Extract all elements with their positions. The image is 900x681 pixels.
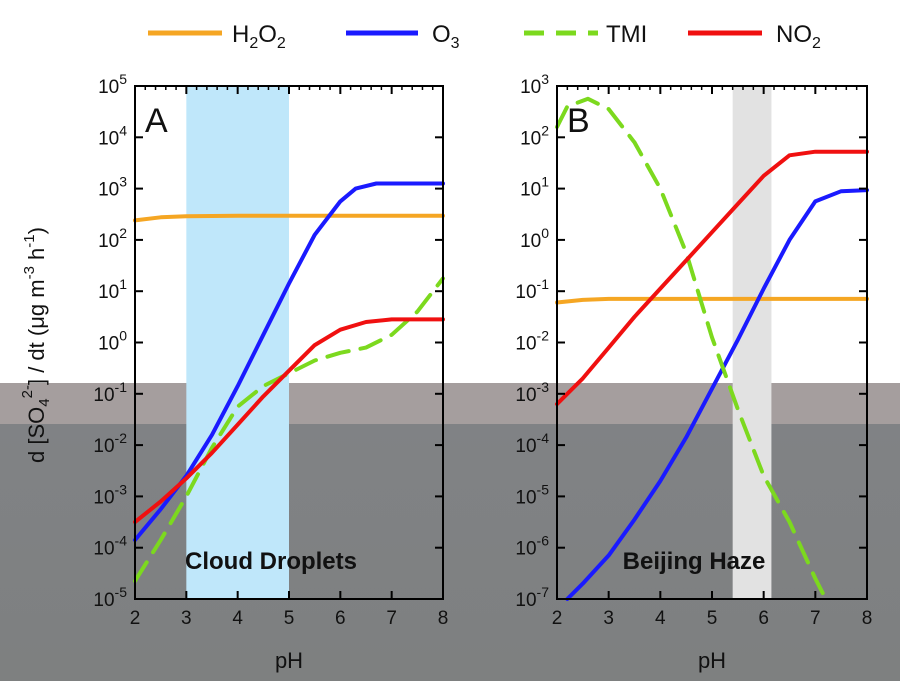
y-tick-label-b: 10-3 — [515, 379, 549, 406]
y-tick-label-a: 105 — [98, 71, 127, 98]
series-h2o2-b — [555, 296, 869, 305]
x-tick-label-b: 2 — [552, 608, 563, 629]
series-tmi-b — [555, 96, 828, 601]
y-tick-label-a: 101 — [98, 276, 127, 303]
x-tick-label-b: 7 — [810, 608, 821, 629]
ph-highlight-band-b — [732, 86, 772, 599]
y-tick-label-a: 10-1 — [93, 379, 127, 406]
y-axis-title: d [SO42-] / dt (μg m-3 h-1) — [19, 227, 53, 463]
y-tick-label-b: 101 — [520, 174, 549, 201]
legend: H2O2 O3 TMI NO2 — [148, 21, 821, 52]
series-no2-a — [133, 317, 445, 524]
y-tick-label-b: 10-6 — [515, 533, 549, 560]
y-tick-label-b: 103 — [520, 71, 549, 98]
legend-label-tmi: TMI — [606, 21, 647, 48]
series-tmi-a — [133, 276, 445, 583]
x-axis-title-b: pH — [698, 648, 726, 673]
x-tick-label-a: 6 — [335, 608, 346, 629]
legend-label-h2o2: H2O2 — [232, 21, 286, 52]
x-tick-label-a: 5 — [284, 608, 295, 629]
x-tick-label-a: 8 — [438, 608, 449, 629]
panel-letter-b: B — [567, 102, 590, 140]
panel-letter-a: A — [145, 102, 168, 140]
series-h2o2-a — [133, 213, 445, 223]
x-tick-label-b: 6 — [758, 608, 769, 629]
y-tick-label-b: 10-4 — [515, 430, 549, 457]
region-label-b: Beijing Haze — [623, 548, 766, 575]
x-axis-title-a: pH — [275, 648, 303, 673]
y-tick-label-a: 104 — [98, 122, 127, 149]
panel-b: 2 3 4 5 6 7 8 10-7 10-6 10-5 10-4 10-3 10-2 10-1 100 10… — [515, 71, 872, 629]
y-tick-label-b: 10-7 — [515, 584, 549, 611]
y-tick-label-a: 103 — [98, 174, 127, 201]
y-tick-label-b: 102 — [520, 122, 549, 149]
y-tick-label-b: 10-2 — [515, 328, 549, 355]
ph-highlight-band-a — [186, 86, 289, 599]
y-tick-label-a: 10-2 — [93, 430, 127, 457]
region-label-a: Cloud Droplets — [185, 548, 357, 575]
y-tick-label-b: 10-5 — [515, 481, 549, 508]
y-tick-label-a: 10-5 — [93, 584, 127, 611]
x-tick-label-b: 4 — [655, 608, 666, 629]
x-tick-label-b: 8 — [862, 608, 873, 629]
legend-label-o3: O3 — [432, 21, 460, 52]
y-tick-label-a: 10-4 — [93, 533, 127, 560]
x-tick-label-b: 5 — [707, 608, 718, 629]
y-tick-label-b: 10-1 — [515, 276, 549, 303]
series-o3-b — [565, 188, 869, 601]
x-tick-label-a: 2 — [130, 608, 141, 629]
legend-label-no2: NO2 — [776, 21, 821, 52]
series-no2-b — [555, 149, 869, 407]
x-tick-label-a: 7 — [386, 608, 397, 629]
y-tick-label-a: 10-3 — [93, 481, 127, 508]
x-tick-label-b: 3 — [603, 608, 614, 629]
y-tick-label-b: 100 — [520, 225, 549, 252]
x-tick-label-a: 4 — [232, 608, 243, 629]
y-tick-label-a: 100 — [98, 328, 127, 355]
y-tick-label-a: 102 — [98, 225, 127, 252]
x-tick-label-a: 3 — [181, 608, 192, 629]
panel-a: 2 3 4 5 6 7 8 10-5 10-4 10-3 10-2 10-1 100 101 102 103 1… — [93, 71, 448, 629]
